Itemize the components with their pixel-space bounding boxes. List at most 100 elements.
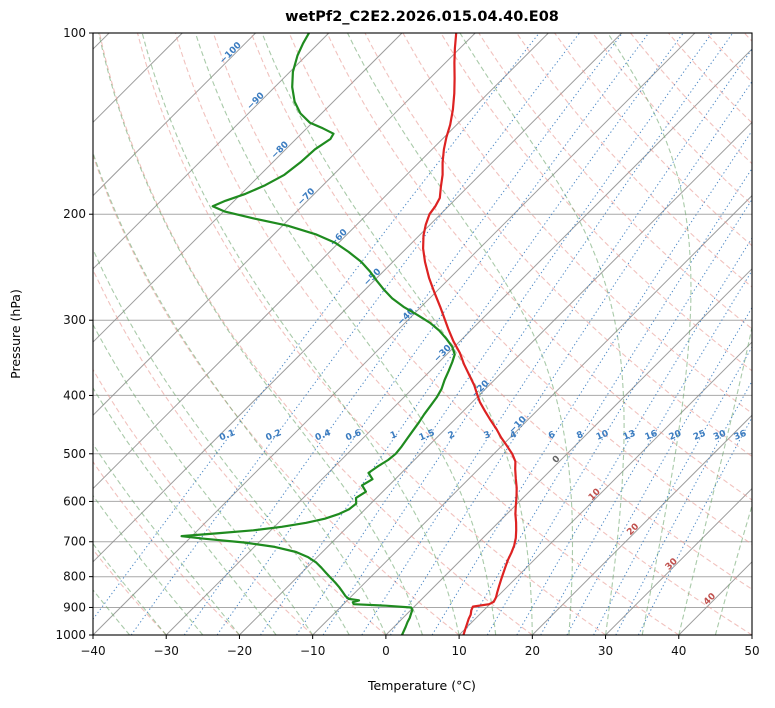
dry-adiabat: [364, 33, 752, 458]
x-tick-label: 40: [671, 644, 686, 658]
y-tick-label: 900: [63, 600, 86, 614]
mixing-ratio-line: [566, 306, 752, 635]
mixing-ratio-label: 0.2: [264, 428, 283, 443]
moist-adiabat: [347, 33, 574, 635]
isotherm-label: 10: [587, 487, 603, 503]
mixing-ratio-label: 3: [483, 430, 493, 442]
moist-adiabat: [194, 33, 497, 635]
dry-adiabat: [212, 33, 752, 635]
moist-adiabat: [751, 633, 752, 635]
x-tick-label: 20: [525, 644, 540, 658]
isotherm-line: [605, 487, 752, 635]
isotherm-line: [93, 33, 256, 197]
isotherm-label: −40: [396, 307, 417, 328]
y-tick-label: 300: [63, 313, 86, 327]
isotherm-line: [385, 268, 752, 635]
dry-adiabat: [288, 33, 752, 545]
dry-adiabat: [93, 460, 240, 635]
mixing-ratio-line: [462, 167, 752, 635]
mixing-ratio-label: 13: [622, 429, 637, 443]
mixing-ratio-line: [540, 269, 752, 635]
mixing-ratio-label: 36: [733, 429, 748, 443]
dry-adiabat: [630, 33, 752, 165]
moist-adiabat: [714, 503, 752, 635]
x-tick-label: −10: [300, 644, 325, 658]
dry-adiabat: [667, 33, 752, 124]
axis-ticks: −40 −30 −20 −10 0 10 20 30 40 5010020030040050060…: [55, 26, 759, 658]
x-tick-label: 50: [744, 644, 759, 658]
x-tick-label: −40: [80, 644, 105, 658]
plot-border: [92, 32, 753, 636]
isotherm-label: 0: [551, 454, 563, 466]
x-tick-label: −30: [154, 644, 179, 658]
mixing-ratio-lines: [93, 33, 752, 635]
y-tick-label: 100: [63, 26, 86, 40]
x-tick-label: −20: [227, 644, 252, 658]
dry-adiabat: [743, 33, 752, 42]
isotherm-line: [93, 33, 403, 343]
mixing-ratio-label: 6: [547, 430, 557, 442]
x-tick-label: 0: [382, 644, 390, 658]
mixing-ratio-line: [431, 129, 752, 635]
y-tick-label: 800: [63, 570, 86, 584]
mixing-ratio-line: [216, 33, 650, 635]
mixing-ratio-label: 8: [575, 430, 585, 442]
mixing-ratio-line: [615, 380, 752, 635]
y-tick-label: 1000: [55, 628, 86, 642]
isotherm-line: [678, 561, 752, 635]
mixing-ratio-line: [260, 33, 684, 635]
y-tick-label: 500: [63, 447, 86, 461]
mixing-ratio-label: 2: [447, 430, 457, 442]
isotherm-line: [93, 33, 476, 416]
mixing-ratio-label: 10: [595, 429, 610, 443]
isotherm-line: [93, 33, 330, 270]
mixing-ratio-label: 4: [509, 430, 519, 442]
mixing-ratio-line: [389, 80, 752, 635]
isotherm-line: [239, 121, 752, 635]
dry-adiabat: [516, 33, 752, 288]
dry-adiabat: [592, 33, 752, 206]
moist-adiabat: [93, 247, 350, 635]
mixing-ratio-label: 30: [712, 429, 727, 443]
moist-adiabat: [93, 494, 204, 635]
mixing-ratio-line: [593, 346, 752, 635]
mixing-ratio-line: [361, 48, 752, 635]
mixing-ratio-label: 0.4: [314, 428, 333, 443]
mixing-ratio-line: [486, 198, 752, 635]
isotherm-label: −30: [432, 343, 453, 364]
isotherm-line: [458, 341, 752, 635]
isotherm-label: −80: [270, 140, 291, 161]
y-tick-label: 700: [63, 535, 86, 549]
moist-adiabat: [98, 33, 424, 635]
isotherm-line: [312, 194, 752, 635]
isotherm-label: 40: [702, 592, 718, 608]
x-tick-label: 30: [598, 644, 613, 658]
chart-title: wetPf2_C2E2.2026.015.04.40.E08: [285, 9, 559, 25]
y-tick-label: 400: [63, 388, 86, 402]
mixing-ratio-line: [93, 33, 540, 621]
dry-adiabat: [93, 268, 387, 635]
mixing-ratio-label: 16: [644, 429, 659, 443]
mixing-ratio-line: [322, 33, 734, 635]
dry-adiabat: [174, 33, 680, 635]
moist-adiabat: [678, 324, 752, 635]
mixing-ratio-label: 20: [668, 429, 683, 443]
dry-adiabat: [705, 33, 752, 83]
sounding-curves: [180, 33, 518, 635]
moist-adiabat: [261, 33, 533, 635]
dry-adiabat: [98, 33, 533, 635]
isotherm-label: 20: [625, 522, 641, 538]
isotherm-line: [93, 33, 696, 635]
isotherm-label: −90: [245, 91, 266, 112]
dry-adiabat: [402, 33, 752, 414]
dry-adiabat: [93, 154, 460, 635]
x-tick-label: 10: [451, 644, 466, 658]
moist-adiabat: [93, 443, 240, 635]
y-axis-label: Pressure (hPa): [8, 289, 23, 379]
dry-adiabat: [440, 33, 752, 372]
dry-adiabat: [554, 33, 752, 247]
isotherm-line: [531, 414, 752, 635]
mixing-ratio-line: [130, 33, 580, 635]
moist-adiabat: [141, 33, 460, 635]
